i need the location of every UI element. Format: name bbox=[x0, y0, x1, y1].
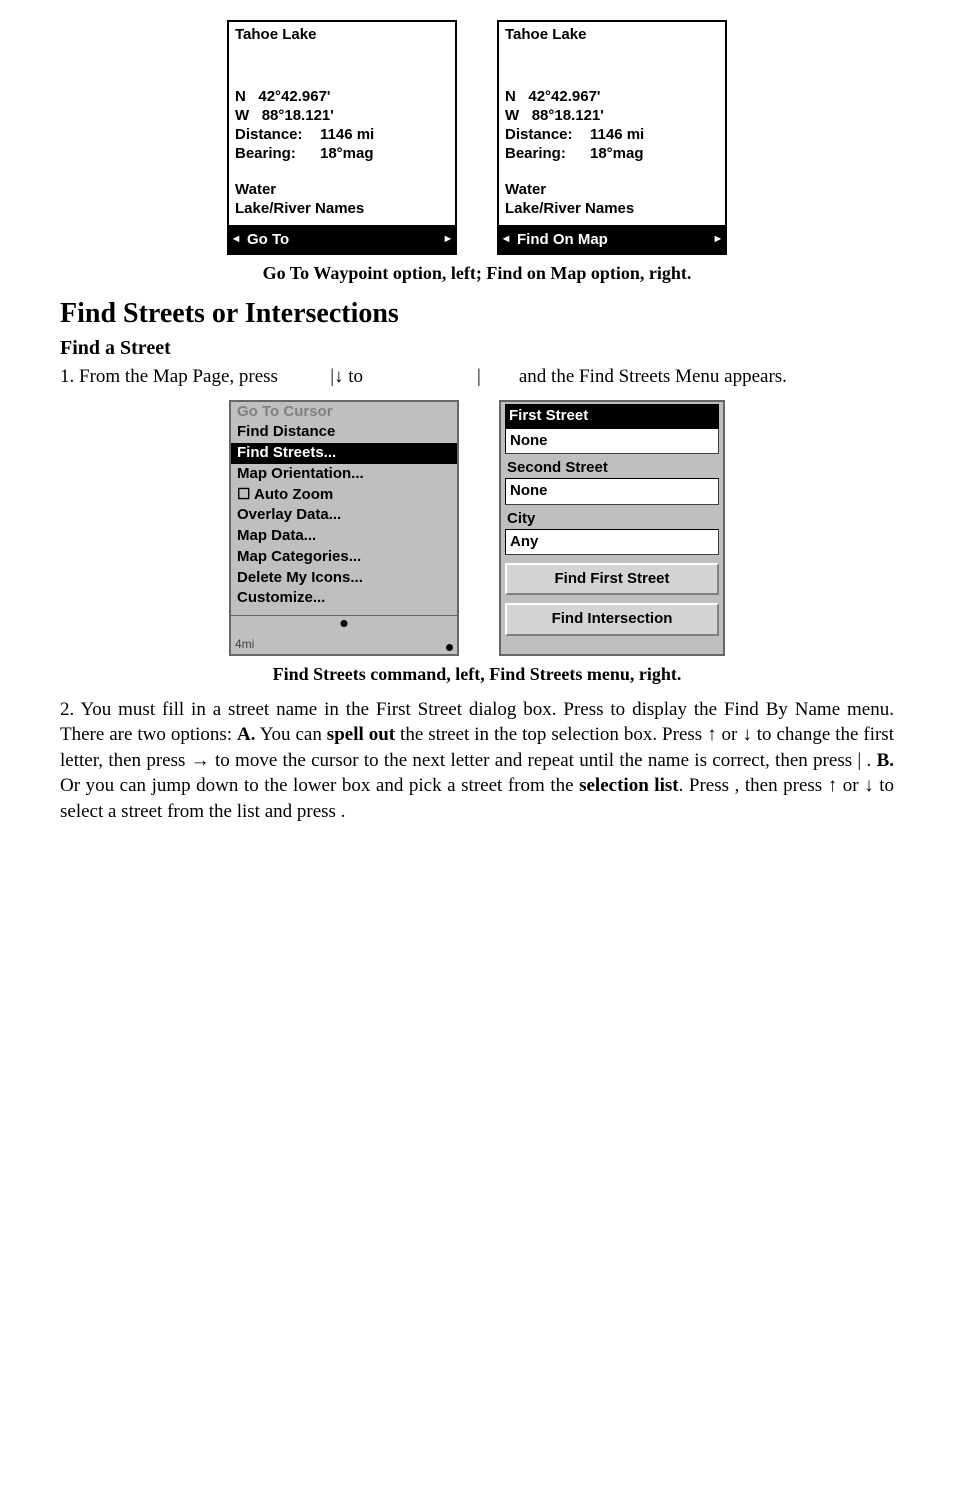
lon-value: 88°18.121' bbox=[262, 107, 334, 124]
menu-item[interactable]: Find Distance bbox=[231, 422, 457, 443]
caption-2: Find Streets command, left, Find Streets… bbox=[60, 662, 894, 686]
footer-action[interactable]: Find On Map bbox=[513, 227, 711, 253]
waypoint-title: Tahoe Lake bbox=[229, 22, 455, 48]
menu-item[interactable]: Customize... bbox=[231, 588, 457, 609]
spacer bbox=[499, 163, 725, 181]
caption-1: Go To Waypoint option, left; Find on Map… bbox=[60, 261, 894, 285]
menu-item[interactable]: Delete My Icons... bbox=[231, 568, 457, 589]
find-streets-panel: First Street None Second Street None Cit… bbox=[499, 400, 725, 657]
menu-item[interactable]: Overlay Data... bbox=[231, 505, 457, 526]
position-dot-icon bbox=[341, 620, 348, 627]
bearing-value: 18°mag bbox=[320, 145, 374, 164]
lat-label: N bbox=[235, 88, 246, 105]
arrow-left-icon[interactable]: ◄ bbox=[499, 227, 513, 253]
menu-item: Go To Cursor bbox=[231, 402, 457, 423]
waypoint-screen-left: Tahoe Lake N 42°42.967' W 88°18.121' Dis… bbox=[227, 20, 457, 255]
bearing-value: 18°mag bbox=[590, 145, 644, 164]
lon-value: 88°18.121' bbox=[532, 107, 604, 124]
spacer bbox=[229, 48, 455, 88]
section-title: Find Streets or Intersections bbox=[60, 295, 894, 333]
distance-label: Distance: bbox=[235, 126, 320, 145]
second-street-input[interactable]: None bbox=[505, 478, 719, 504]
latitude: N 42°42.967' bbox=[229, 88, 455, 107]
p1-a: 1. From the Map Page, press bbox=[60, 366, 283, 387]
menu-item[interactable]: Map Data... bbox=[231, 526, 457, 547]
arrow-left-icon[interactable]: ◄ bbox=[229, 227, 243, 253]
city-input[interactable]: Any bbox=[505, 529, 719, 555]
paragraph-2: 2. You must fill in a street name in the… bbox=[60, 697, 894, 825]
latitude: N 42°42.967' bbox=[499, 88, 725, 107]
waypoint-title: Tahoe Lake bbox=[499, 22, 725, 48]
spacer bbox=[229, 163, 455, 181]
second-street-label: Second Street bbox=[505, 456, 719, 478]
footer-action[interactable]: Go To bbox=[243, 227, 441, 253]
subheading: Find a Street bbox=[60, 335, 894, 362]
menu-item[interactable]: ☐ Auto Zoom bbox=[231, 485, 457, 506]
menu-item[interactable]: Map Orientation... bbox=[231, 464, 457, 485]
first-street-input[interactable]: None bbox=[505, 428, 719, 454]
corner-dot-icon bbox=[446, 644, 453, 651]
map-context-menu: Go To CursorFind DistanceFind Streets...… bbox=[229, 400, 459, 657]
lon-label: W bbox=[235, 107, 249, 124]
find-streets-row: Go To CursorFind DistanceFind Streets...… bbox=[60, 400, 894, 657]
lat-value: 42°42.967' bbox=[258, 88, 330, 105]
p1-d: and the Find Streets Menu appears. bbox=[514, 366, 787, 387]
p1-c: | bbox=[477, 366, 481, 387]
bearing-row: Bearing: 18°mag bbox=[229, 145, 455, 164]
p1-b: |↓ to bbox=[330, 366, 368, 387]
lon-label: W bbox=[505, 107, 519, 124]
menu-item[interactable]: Find Streets... bbox=[231, 443, 457, 464]
first-street-label: First Street bbox=[505, 404, 719, 428]
lat-value: 42°42.967' bbox=[528, 88, 600, 105]
longitude: W 88°18.121' bbox=[229, 107, 455, 126]
distance-value: 1146 mi bbox=[320, 126, 374, 145]
spacer bbox=[499, 48, 725, 88]
menu-item[interactable]: Map Categories... bbox=[231, 547, 457, 568]
waypoint-screen-right: Tahoe Lake N 42°42.967' W 88°18.121' Dis… bbox=[497, 20, 727, 255]
distance-label: Distance: bbox=[505, 126, 590, 145]
category: Water bbox=[229, 181, 455, 200]
waypoint-footer: ◄ Go To ► bbox=[229, 225, 455, 253]
distance-row: Distance: 1146 mi bbox=[499, 126, 725, 145]
category: Water bbox=[499, 181, 725, 200]
map-status-bar: 4mi bbox=[231, 615, 457, 654]
arrow-right-icon[interactable]: ► bbox=[441, 227, 455, 253]
subcategory: Lake/River Names bbox=[499, 200, 725, 219]
bearing-label: Bearing: bbox=[505, 145, 590, 164]
waypoint-screens-row: Tahoe Lake N 42°42.967' W 88°18.121' Dis… bbox=[60, 20, 894, 255]
find-intersection-button[interactable]: Find Intersection bbox=[505, 603, 719, 635]
find-first-street-button[interactable]: Find First Street bbox=[505, 563, 719, 595]
waypoint-footer: ◄ Find On Map ► bbox=[499, 225, 725, 253]
bearing-label: Bearing: bbox=[235, 145, 320, 164]
scale-label: 4mi bbox=[235, 636, 254, 652]
city-label: City bbox=[505, 507, 719, 529]
lat-label: N bbox=[505, 88, 516, 105]
subcategory: Lake/River Names bbox=[229, 200, 455, 219]
paragraph-1: 1. From the Map Page, press |↓ to | and … bbox=[60, 364, 894, 390]
bearing-row: Bearing: 18°mag bbox=[499, 145, 725, 164]
distance-row: Distance: 1146 mi bbox=[229, 126, 455, 145]
distance-value: 1146 mi bbox=[590, 126, 644, 145]
longitude: W 88°18.121' bbox=[499, 107, 725, 126]
arrow-right-icon[interactable]: ► bbox=[711, 227, 725, 253]
